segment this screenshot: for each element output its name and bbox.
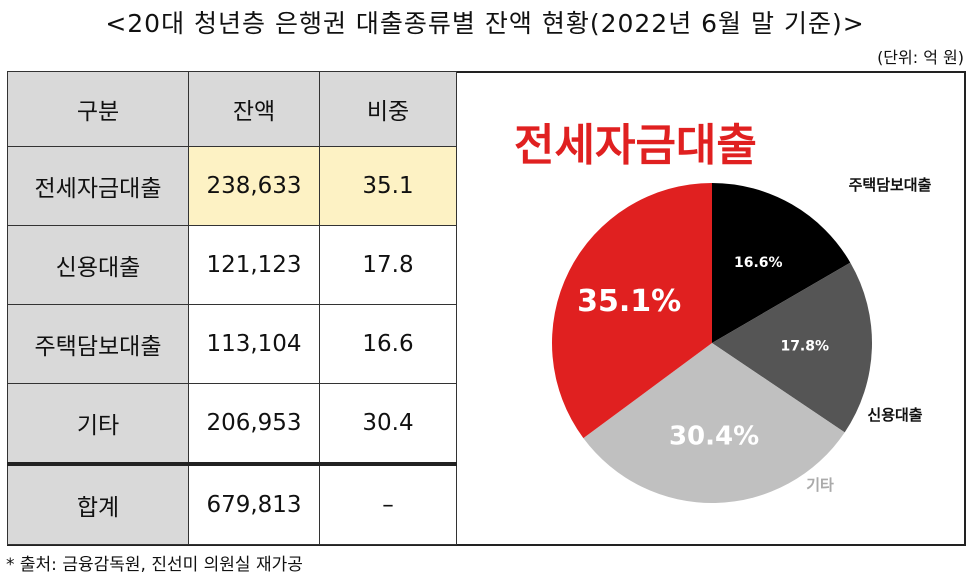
- unit-label: (단위: 억 원): [877, 48, 964, 67]
- cell: 전세자금대출: [7, 146, 189, 226]
- cell: 16.6: [319, 304, 457, 384]
- cell: 주택담보대출: [7, 304, 189, 384]
- chart-title: 전세자금대출: [514, 120, 757, 171]
- slice-category-label: 신용대출: [867, 406, 922, 424]
- cell: 합계: [7, 462, 189, 545]
- slice-value-label: 17.8%: [780, 339, 829, 355]
- slice-category-label: 주택담보대출: [849, 176, 932, 194]
- pie-slice: [712, 183, 851, 343]
- loan-table: 구분 잔액 비중 전세자금대출 238,633 35.1 신용대출 121,123 17…: [7, 71, 457, 545]
- cell: 30.4: [319, 383, 457, 465]
- table-row: 주택담보대출 113,104 16.6: [7, 304, 457, 384]
- total-row: 합계 679,813–: [7, 462, 457, 545]
- pie-slice: [712, 262, 872, 433]
- page-title: <20대 청년층 은행권 대출종류별 잔액 현황(2022년 6월 말 기준)>: [105, 9, 865, 38]
- slice-value-label: 30.4%: [669, 421, 759, 451]
- table-row: 기타 206,953 30.4: [7, 383, 457, 465]
- header-cell: 잔액: [188, 71, 320, 147]
- cell: 신용대출: [7, 225, 189, 305]
- table-header-row: 구분 잔액 비중: [7, 71, 457, 147]
- slice-category-label: 기타: [806, 476, 834, 494]
- cell: –: [319, 462, 457, 545]
- table-row: 신용대출 121,123 17.8: [7, 225, 457, 305]
- pie-chart: 전세자금대출 16.6% 주택담보대출 17.8% 신용대출 30.4% 기타 35.1%: [514, 120, 932, 504]
- slice-value-label: 16.6%: [734, 255, 783, 271]
- cell: 35.1: [319, 146, 457, 226]
- table-row: 전세자금대출 238,633 35.1: [7, 146, 457, 226]
- pie-slice: [552, 183, 712, 439]
- cell: 113,104: [188, 304, 320, 384]
- slice-value-label: 35.1%: [577, 284, 681, 319]
- source-note: * 출처: 금융감독원, 진선미 의원실 재가공: [6, 555, 303, 575]
- pie-slice: [583, 343, 845, 504]
- cell: 679,813: [188, 462, 320, 545]
- cell: 17.8: [319, 225, 457, 305]
- cell: 206,953: [188, 383, 320, 465]
- cell: 기타: [7, 383, 189, 465]
- header-cell: 비중: [319, 71, 457, 147]
- cell: 121,123: [188, 225, 320, 305]
- header-cell: 구분: [7, 71, 189, 147]
- cell: 238,633: [188, 146, 320, 226]
